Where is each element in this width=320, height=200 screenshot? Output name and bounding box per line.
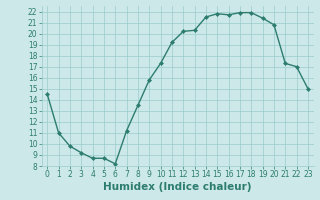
X-axis label: Humidex (Indice chaleur): Humidex (Indice chaleur)	[103, 182, 252, 192]
